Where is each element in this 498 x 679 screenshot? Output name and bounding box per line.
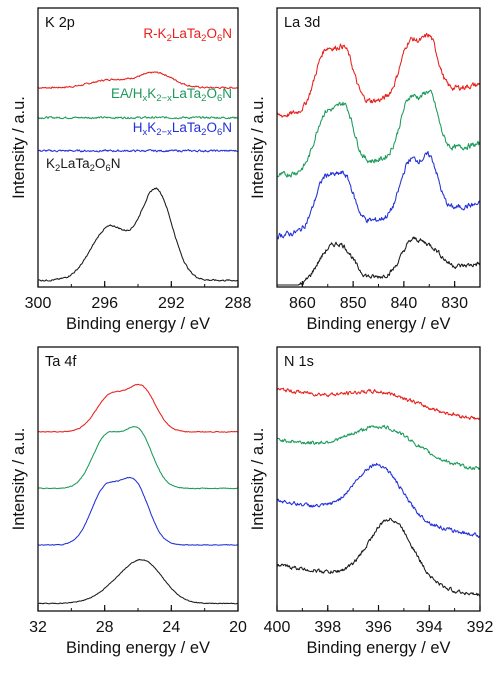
x-tick-label: 300	[25, 295, 52, 312]
series-line-1-4	[37, 187, 239, 282]
panel-label: K 2p	[45, 15, 75, 31]
series-line-4-4	[276, 517, 481, 598]
x-tick-label: 398	[314, 619, 341, 636]
y-axis-label: Intensity / a.u.	[249, 428, 267, 531]
x-axis-label: Binding energy / eV	[306, 315, 450, 333]
series-line-3-2	[37, 426, 239, 490]
series-line-1-2	[37, 115, 239, 120]
x-tick-label: 396	[365, 619, 392, 636]
x-tick-label: 20	[229, 619, 247, 636]
x-tick-label: 400	[264, 619, 291, 636]
panel-label: Ta 4f	[45, 354, 77, 370]
x-tick-label: 860	[289, 295, 316, 312]
x-tick-label: 32	[29, 619, 47, 636]
x-axis-label: Binding energy / eV	[66, 639, 210, 657]
chart-panel-4: 400 398 396 394 392 Binding energy / eV Intens…	[249, 346, 494, 657]
x-tick-label: 394	[416, 619, 443, 636]
series-line-1-1	[37, 71, 239, 90]
plot-frame	[37, 346, 239, 612]
plot-frame	[276, 346, 481, 612]
x-tick-label: 392	[467, 619, 494, 636]
panel-label: La 3d	[284, 15, 320, 31]
x-tick-label: 850	[340, 295, 367, 312]
x-axis-label: Binding energy / eV	[66, 315, 210, 333]
series-label-4: K2LaTa2O6N	[46, 156, 120, 174]
plot-frame	[37, 7, 239, 288]
chart-panel-1: 300 296 292 288 Binding energy / eV Intensity…	[10, 7, 252, 333]
series-line-3-4	[37, 559, 239, 605]
chart-panel-3: 32 28 24 20 Binding energy / eV Intensity / a…	[10, 346, 247, 657]
panel-label: N 1s	[284, 354, 314, 370]
series-line-4-2	[276, 424, 481, 470]
series-label-1: R-K2LaTa2O6N	[143, 26, 232, 44]
chart-panel-2: 860 850 840 830 Binding energy / eV Intensity…	[249, 7, 481, 333]
series-line-2-1	[276, 32, 481, 118]
series-label-3: HxK2−xLaTa2O6N	[133, 120, 232, 138]
x-tick-label: 840	[391, 295, 418, 312]
x-tick-label: 24	[162, 619, 180, 636]
series-line-4-3	[276, 462, 481, 538]
series-line-3-1	[37, 383, 239, 433]
y-axis-label: Intensity / a.u.	[10, 428, 28, 531]
x-tick-label: 288	[225, 295, 252, 312]
x-tick-label: 28	[96, 619, 114, 636]
x-tick-label: 292	[158, 295, 185, 312]
series-line-4-1	[276, 387, 481, 420]
series-line-2-3	[276, 151, 481, 240]
series-line-3-3	[37, 476, 239, 546]
series-line-2-2	[276, 89, 481, 178]
y-axis-label: Intensity / a.u.	[10, 96, 28, 199]
series-label-2: EA/HxK2−xLaTa2O6N	[111, 86, 232, 104]
x-tick-label: 296	[91, 295, 118, 312]
y-axis-label: Intensity / a.u.	[249, 96, 267, 199]
series-line-2-4	[277, 236, 481, 286]
x-tick-label: 830	[441, 295, 468, 312]
series-line-1-3	[37, 149, 239, 153]
x-axis-label: Binding energy / eV	[306, 639, 450, 657]
